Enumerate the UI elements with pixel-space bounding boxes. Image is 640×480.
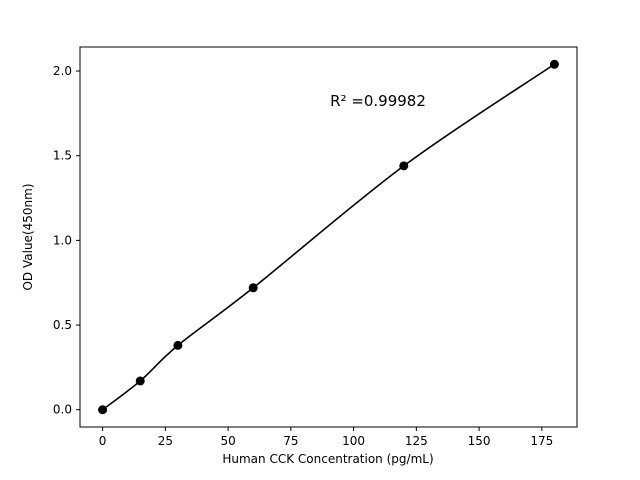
x-axis: 0 25 50 75 100 125 150 175 — [99, 427, 553, 448]
y-axis: 0.0 0.5 1.0 1.5 2.0 — [53, 64, 80, 417]
axes-frame — [79, 46, 578, 428]
y-tick-label: 2.0 — [53, 64, 72, 78]
fit-curve — [102, 63, 555, 411]
y-tick-label: 1.0 — [53, 233, 72, 247]
y-axis-label: OD Value(450nm) — [21, 183, 35, 291]
data-point — [399, 161, 409, 171]
x-tick-label: 150 — [468, 434, 491, 448]
y-tick-label: 1.5 — [53, 149, 72, 163]
y-tick-label: 0.5 — [53, 318, 72, 332]
x-axis-label: Human CCK Concentration (pg/mL) — [222, 452, 434, 466]
x-tick-label: 100 — [342, 434, 365, 448]
data-point — [173, 340, 183, 350]
r-squared-annotation: R² =0.99982 — [330, 92, 426, 110]
x-tick-label: 50 — [220, 434, 235, 448]
x-tick-label: 25 — [158, 434, 173, 448]
x-tick-label: 75 — [283, 434, 298, 448]
x-tick-label: 175 — [530, 434, 553, 448]
y-tick-label: 0.0 — [53, 403, 72, 417]
x-tick-label: 0 — [99, 434, 107, 448]
x-tick-label: 125 — [405, 434, 428, 448]
data-point — [98, 405, 108, 415]
data-point — [549, 59, 559, 69]
data-series — [98, 59, 559, 415]
data-point — [248, 283, 258, 293]
data-point — [135, 376, 145, 386]
